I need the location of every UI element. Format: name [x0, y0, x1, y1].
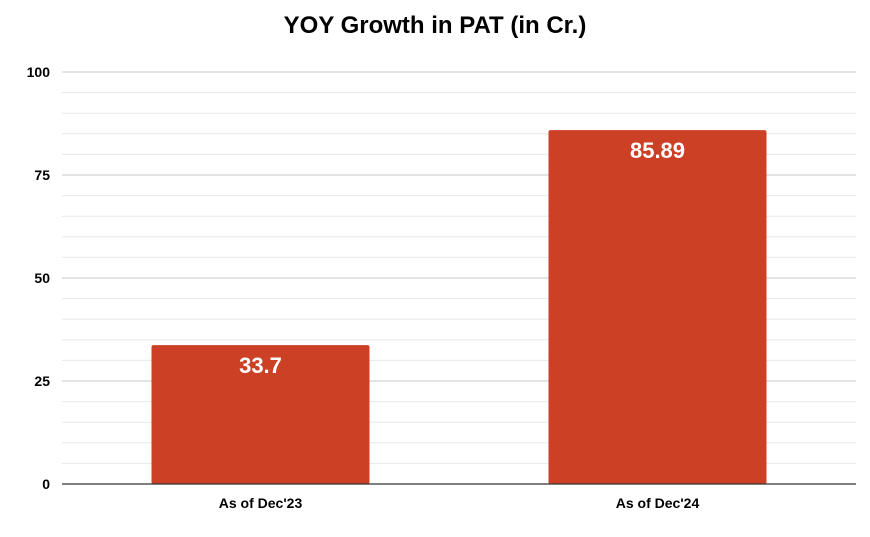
y-tick-label: 50	[34, 270, 50, 286]
x-category-label: As of Dec'23	[219, 495, 303, 511]
x-axis-labels: As of Dec'23 As of Dec'24	[219, 495, 700, 511]
bars: 33.7 85.89	[151, 130, 767, 485]
y-axis-ticks: 0 25 50 75 100	[27, 64, 51, 492]
y-tick-label: 100	[27, 64, 51, 80]
bar	[151, 345, 370, 484]
y-tick-label: 25	[34, 373, 50, 389]
bar-data-label: 85.89	[630, 138, 685, 163]
x-category-label: As of Dec'24	[616, 495, 700, 511]
chart-title: YOY Growth in PAT (in Cr.)	[283, 12, 587, 39]
y-tick-label: 0	[42, 476, 50, 492]
y-tick-label: 75	[34, 167, 50, 183]
bar-data-label: 33.7	[239, 353, 282, 378]
bar	[548, 130, 767, 485]
